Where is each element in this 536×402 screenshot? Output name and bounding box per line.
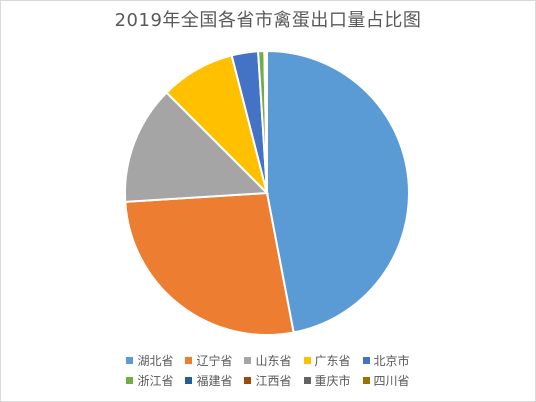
- legend-swatch: [362, 377, 370, 384]
- legend-swatch: [185, 377, 193, 384]
- legend-label: 湖北省: [137, 354, 174, 368]
- legend-swatch: [244, 377, 252, 384]
- legend-swatch: [303, 377, 311, 384]
- legend-item: 湖北省: [126, 352, 173, 369]
- chart-title: 2019年全国各省市禽蛋出口量占比图: [114, 10, 422, 31]
- legend-swatch: [126, 377, 134, 384]
- legend-label: 四川省: [373, 374, 410, 388]
- legend-item: 山东省: [244, 352, 292, 369]
- legend-item: 广东省: [303, 352, 351, 369]
- pie-slices: [124, 49, 410, 336]
- legend-item: 辽宁省: [185, 352, 232, 369]
- legend-label: 重庆市: [314, 374, 351, 388]
- legend-row-2: 浙江省 福建省 江西省 重庆市 四川省: [0, 372, 536, 389]
- legend-swatch: [362, 357, 370, 364]
- legend-item: 浙江省: [126, 372, 173, 389]
- pie-slice-1: [266, 49, 410, 334]
- pie-slice-2: [124, 191, 295, 336]
- legend-label: 福建省: [196, 374, 233, 388]
- legend-label: 浙江省: [137, 374, 174, 388]
- legend-label: 山东省: [255, 354, 292, 368]
- legend-item: 北京市: [362, 352, 410, 369]
- legend-swatch: [303, 357, 311, 364]
- pie-slice-3: [124, 91, 270, 203]
- legend-label: 辽宁省: [196, 354, 233, 368]
- legend-item: 四川省: [362, 372, 410, 389]
- legend-row-1: 湖北省 辽宁省 山东省 广东省 北京市: [0, 352, 536, 369]
- legend-swatch: [126, 357, 134, 364]
- legend-item: 江西省: [244, 372, 292, 389]
- legend-swatch: [185, 357, 193, 364]
- legend-label: 北京市: [373, 354, 410, 368]
- legend-swatch: [244, 357, 252, 364]
- legend-label: 广东省: [314, 354, 351, 368]
- legend-label: 江西省: [255, 374, 292, 388]
- legend-item: 福建省: [185, 372, 232, 389]
- legend-item: 重庆市: [303, 372, 351, 389]
